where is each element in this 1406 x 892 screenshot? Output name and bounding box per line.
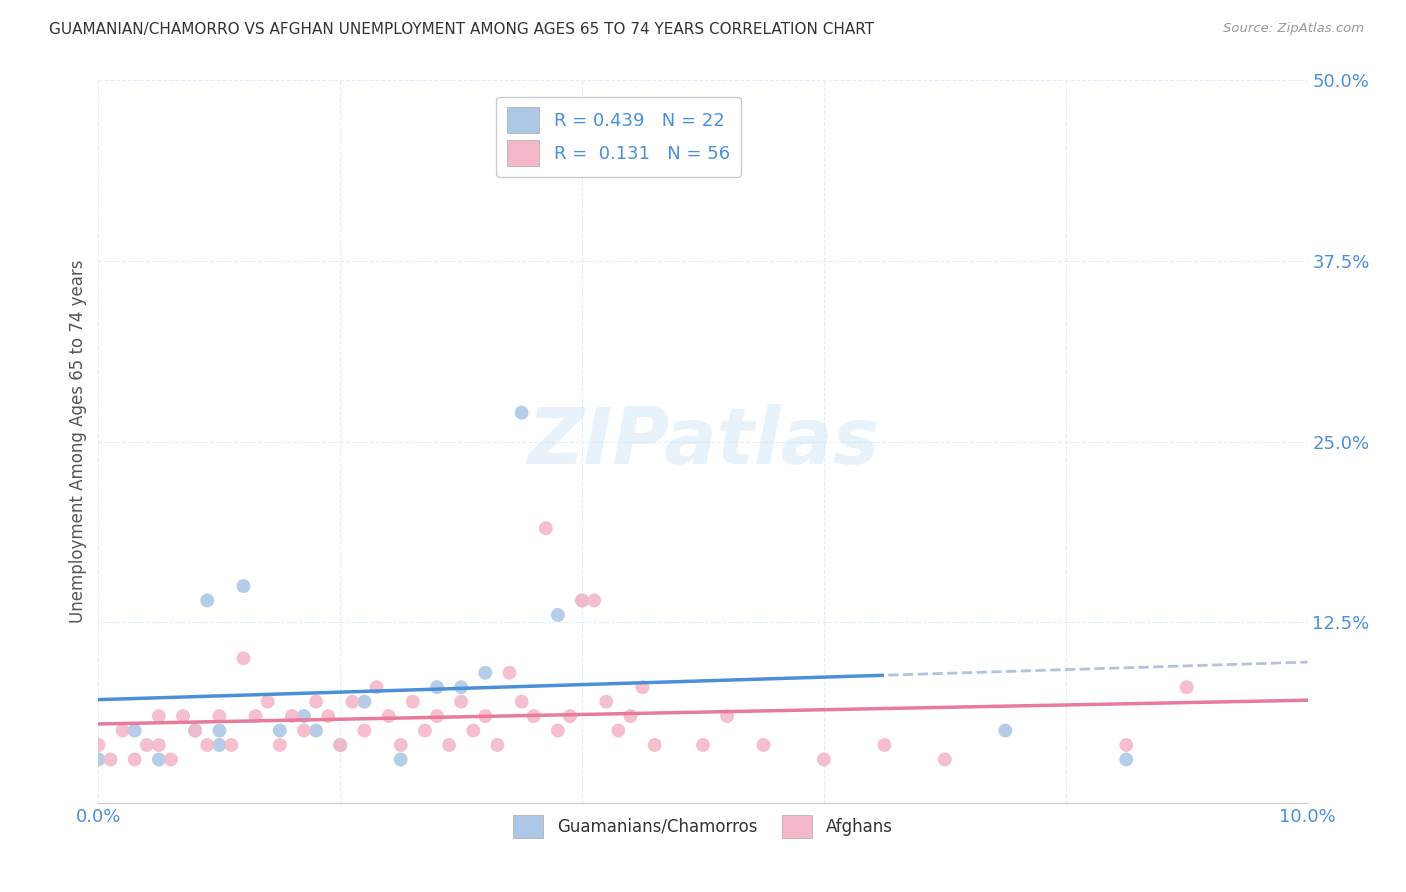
- Point: [221, 738, 243, 752]
- Point: [558, 709, 581, 723]
- Point: [534, 521, 557, 535]
- Point: [1175, 680, 1198, 694]
- Point: [486, 738, 509, 752]
- Point: [232, 651, 254, 665]
- Point: [100, 752, 122, 766]
- Point: [256, 695, 278, 709]
- Point: [353, 723, 375, 738]
- Point: [124, 752, 146, 766]
- Point: [184, 723, 207, 738]
- Point: [124, 723, 146, 738]
- Point: [437, 738, 460, 752]
- Point: [195, 738, 218, 752]
- Point: [305, 723, 328, 738]
- Point: [148, 738, 170, 752]
- Point: [305, 695, 328, 709]
- Point: [1115, 738, 1137, 752]
- Point: [547, 607, 569, 622]
- Point: [353, 695, 375, 709]
- Point: [413, 723, 436, 738]
- Point: [172, 709, 194, 723]
- Point: [292, 723, 315, 738]
- Point: [269, 723, 291, 738]
- Point: [644, 738, 666, 752]
- Point: [148, 709, 170, 723]
- Legend: Guamanians/Chamorros, Afghans: Guamanians/Chamorros, Afghans: [506, 808, 900, 845]
- Point: [813, 752, 835, 766]
- Point: [474, 709, 496, 723]
- Point: [389, 738, 412, 752]
- Point: [402, 695, 425, 709]
- Point: [716, 709, 738, 723]
- Text: ZIPatlas: ZIPatlas: [527, 403, 879, 480]
- Point: [389, 752, 412, 766]
- Point: [571, 593, 593, 607]
- Point: [571, 593, 593, 607]
- Text: Source: ZipAtlas.com: Source: ZipAtlas.com: [1223, 22, 1364, 36]
- Point: [160, 752, 183, 766]
- Point: [752, 738, 775, 752]
- Point: [547, 723, 569, 738]
- Point: [111, 723, 134, 738]
- Point: [1115, 752, 1137, 766]
- Point: [208, 723, 231, 738]
- Point: [208, 709, 231, 723]
- Point: [994, 723, 1017, 738]
- Point: [463, 723, 485, 738]
- Text: GUAMANIAN/CHAMORRO VS AFGHAN UNEMPLOYMENT AMONG AGES 65 TO 74 YEARS CORRELATION : GUAMANIAN/CHAMORRO VS AFGHAN UNEMPLOYMEN…: [49, 22, 875, 37]
- Point: [498, 665, 520, 680]
- Point: [450, 695, 472, 709]
- Point: [377, 709, 399, 723]
- Point: [692, 738, 714, 752]
- Point: [523, 709, 546, 723]
- Point: [87, 752, 110, 766]
- Point: [934, 752, 956, 766]
- Point: [329, 738, 352, 752]
- Point: [450, 680, 472, 694]
- Point: [595, 695, 617, 709]
- Point: [316, 709, 339, 723]
- Point: [148, 752, 170, 766]
- Point: [245, 709, 267, 723]
- Point: [208, 738, 231, 752]
- Point: [269, 738, 291, 752]
- Point: [873, 738, 896, 752]
- Point: [583, 593, 606, 607]
- Point: [510, 406, 533, 420]
- Point: [607, 723, 630, 738]
- Point: [184, 723, 207, 738]
- Point: [474, 665, 496, 680]
- Point: [366, 680, 388, 694]
- Point: [426, 709, 449, 723]
- Point: [510, 695, 533, 709]
- Point: [292, 709, 315, 723]
- Point: [87, 738, 110, 752]
- Point: [342, 695, 364, 709]
- Point: [329, 738, 352, 752]
- Point: [631, 680, 654, 694]
- Point: [195, 593, 218, 607]
- Point: [426, 680, 449, 694]
- Point: [619, 709, 641, 723]
- Point: [135, 738, 157, 752]
- Point: [232, 579, 254, 593]
- Point: [281, 709, 304, 723]
- Y-axis label: Unemployment Among Ages 65 to 74 years: Unemployment Among Ages 65 to 74 years: [69, 260, 87, 624]
